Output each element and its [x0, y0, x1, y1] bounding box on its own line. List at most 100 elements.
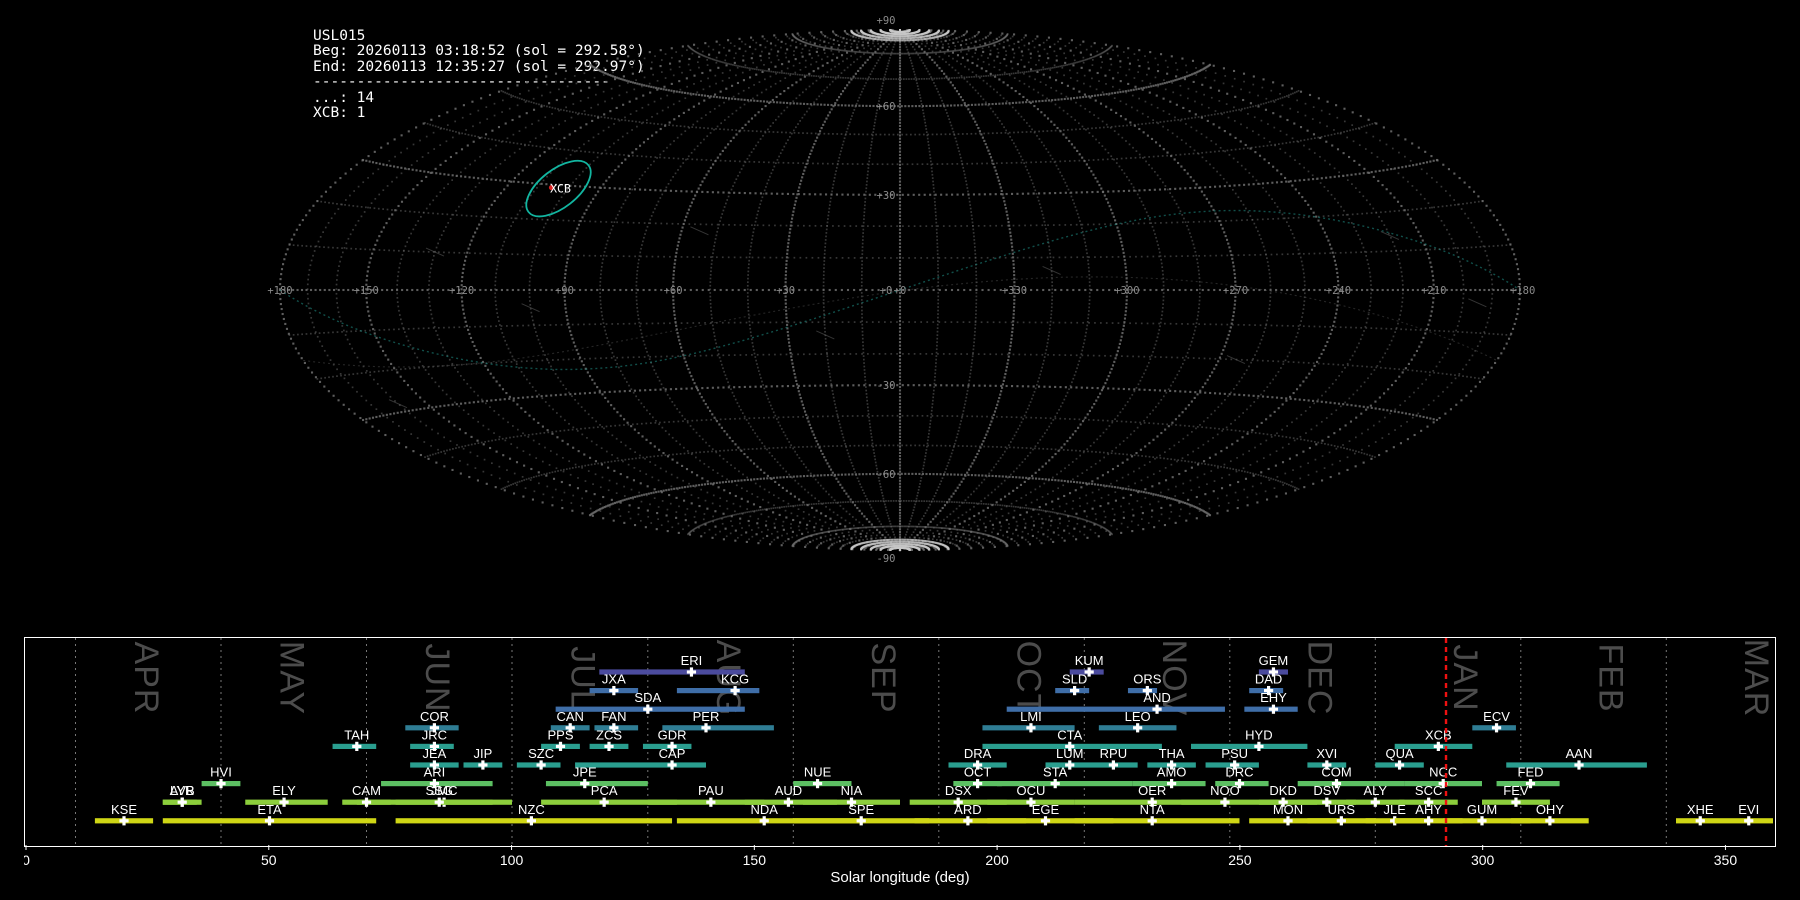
shower-label: OCU [1017, 783, 1046, 798]
shower-bar[interactable]: XVI [1307, 746, 1347, 770]
shower-bar[interactable]: CAP [575, 746, 706, 770]
shower-bar[interactable]: CAN [550, 709, 590, 733]
shower-bar[interactable]: STA [997, 765, 1133, 789]
shower-bar[interactable]: URS [1307, 802, 1376, 826]
shower-bar[interactable]: SPE [793, 802, 930, 826]
shower-bar[interactable]: KSE [94, 802, 154, 826]
shower-bar[interactable]: FEV [1482, 783, 1550, 807]
shower-bar[interactable]: ELY [245, 783, 328, 807]
shower-label: NOO [1210, 783, 1240, 798]
month-label: NOV [1155, 640, 1193, 717]
month-label: MAY [273, 641, 311, 715]
shower-bar[interactable]: TAH [332, 727, 377, 751]
shower-bar[interactable]: EHY [1244, 690, 1298, 714]
shower-bar[interactable]: ARD [914, 802, 1027, 826]
shower-bar[interactable]: NDA [676, 802, 862, 826]
shower-label: FEV [1503, 783, 1529, 798]
shower-bar[interactable]: SZC [516, 746, 561, 770]
shower-bar[interactable]: AVB [162, 783, 202, 807]
shower-bar[interactable]: CTA [982, 727, 1162, 751]
shower-bar[interactable]: OHY [1511, 802, 1589, 826]
shower-bar[interactable]: PPS [541, 727, 580, 751]
shower-bar[interactable]: EGE [987, 802, 1114, 826]
shower-label: CAN [556, 709, 583, 724]
shower-bar[interactable]: MON [1249, 802, 1337, 826]
shower-bar[interactable]: ETA [162, 802, 377, 826]
shower-label: PSU [1221, 746, 1248, 761]
shower-bar[interactable]: DSX [909, 783, 1007, 807]
shower-bar[interactable]: PAU [647, 783, 765, 807]
shower-bar[interactable]: PSU [1205, 746, 1259, 770]
month-labels: APR MAY JUN JUL AUG SEP OCT NOV DEC JAN FEB MAR [127, 639, 1775, 718]
shower-bar[interactable]: JEA [410, 746, 459, 770]
radiant-marker-xcb[interactable]: XCB [517, 150, 600, 227]
shower-bar[interactable]: PCA [541, 783, 677, 807]
shower-bar[interactable]: SCC [1399, 783, 1458, 807]
shower-bar[interactable]: HVI [201, 765, 241, 789]
shower-bar[interactable]: LUM [1045, 746, 1095, 770]
shower-bar[interactable]: JIP [463, 746, 503, 770]
shower-bar[interactable]: NZC [395, 802, 673, 826]
shower-bar[interactable]: COR [405, 709, 459, 733]
shower-bar[interactable]: ERI [599, 653, 745, 677]
month-label: SEP [864, 642, 902, 713]
lon-label: +240 [1326, 285, 1351, 297]
shower-label: SZC [528, 746, 554, 761]
shower-bar[interactable]: DRA [948, 746, 1007, 770]
shower-bar[interactable]: JPE [545, 765, 648, 789]
shower-bar[interactable]: THA [1147, 746, 1196, 770]
shower-bar[interactable]: LMI [982, 709, 1075, 733]
shower-bar[interactable]: AUD [744, 783, 837, 807]
shower-bar[interactable]: NCC [1404, 765, 1482, 789]
x-tick-label: 200 [985, 852, 1009, 868]
shower-bar[interactable]: COM [1297, 765, 1405, 789]
shower-bar[interactable]: KCG [676, 672, 760, 696]
month-label: AUG [709, 640, 747, 717]
month-label: MAR [1737, 639, 1775, 718]
shower-bar[interactable]: PER [662, 709, 774, 733]
shower-bar[interactable]: GEM [1259, 653, 1289, 677]
shower-bar[interactable]: DKD [1258, 783, 1318, 807]
shower-bar[interactable]: DRC [1215, 765, 1269, 789]
shower-bar[interactable]: DAD [1249, 672, 1284, 696]
shower-label: LYR [170, 783, 194, 798]
shower-bar[interactable]: FAN [594, 709, 639, 733]
shower-label: NDA [750, 802, 778, 817]
shower-bar[interactable]: OCU [987, 783, 1075, 807]
shower-bar[interactable]: OER [1074, 783, 1230, 807]
shower-bar[interactable]: ALY [1346, 783, 1405, 807]
shower-bar[interactable]: JXA [589, 672, 639, 696]
shower-bar[interactable]: SLD [1055, 672, 1090, 696]
shower-bar[interactable]: JRC [410, 727, 454, 751]
shower-bar[interactable]: NIA [803, 783, 900, 807]
shower-bar[interactable]: GDR [642, 727, 692, 751]
shower-bar[interactable]: NUE [793, 765, 852, 789]
shower-bar[interactable]: SDA [555, 690, 745, 714]
shower-bar[interactable]: FED [1496, 765, 1560, 789]
shower-bar[interactable]: DSV [1297, 783, 1356, 807]
shower-bar[interactable]: ECV [1472, 709, 1516, 733]
shower-bar[interactable]: AMO [1132, 765, 1206, 789]
shower-bar[interactable]: KUM [1069, 653, 1104, 677]
shower-bar[interactable]: OCT [953, 765, 1002, 789]
shower-label: HVI [210, 765, 232, 780]
shower-bar[interactable]: HYD [1191, 727, 1308, 751]
shower-bar[interactable]: LEO [1098, 709, 1177, 733]
shower-bar[interactable]: EVI [1724, 802, 1774, 826]
shower-bar[interactable]: XHE [1676, 802, 1725, 826]
shower-bar[interactable]: RPU [1094, 746, 1138, 770]
x-tick-label: 300 [1471, 852, 1495, 868]
shower-bar[interactable]: AHY [1394, 802, 1463, 826]
shower-label: AMO [1157, 765, 1187, 780]
shower-bar[interactable]: NOO [1181, 783, 1279, 807]
shower-bar[interactable]: NTA [1074, 802, 1240, 826]
shower-bar[interactable]: SSG [395, 783, 493, 807]
shower-bar[interactable]: CAM [342, 783, 391, 807]
shower-bar[interactable]: QUA [1375, 746, 1424, 770]
shower-bar[interactable]: AND [1006, 690, 1225, 714]
shower-bar[interactable]: ZCS [589, 727, 629, 751]
shower-bar[interactable]: AAN [1506, 746, 1647, 770]
shower-bar[interactable]: GUM [1443, 802, 1531, 826]
shower-bar[interactable]: ARI [381, 765, 493, 789]
shower-bar[interactable]: ORS [1127, 672, 1162, 696]
